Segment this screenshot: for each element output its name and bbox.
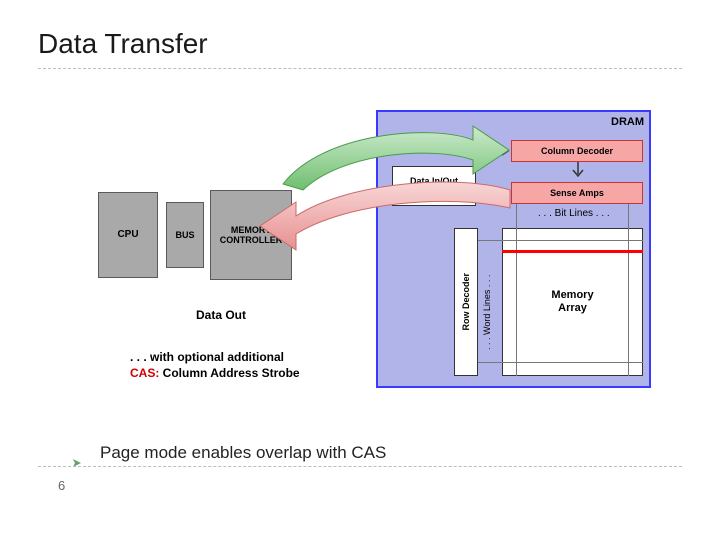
array-hline-1 <box>502 240 643 241</box>
row-decoder-label: Row Decoder <box>461 273 471 331</box>
bitline-2 <box>628 204 629 228</box>
red-arrow <box>228 172 518 242</box>
coldec-to-sense-arrow <box>568 162 588 182</box>
cas-line: CAS: Column Address Strobe <box>130 366 300 380</box>
row-decoder-block: Row Decoder <box>454 228 478 376</box>
slide-caption: Page mode enables overlap with CAS <box>100 443 386 463</box>
title-divider <box>38 68 682 69</box>
bus-block: BUS <box>166 202 204 268</box>
bit-lines-label: . . . Bit Lines . . . <box>538 208 610 219</box>
page-number: 6 <box>58 478 65 493</box>
column-decoder-block: Column Decoder <box>511 140 643 162</box>
column-decoder-label: Column Decoder <box>541 146 613 156</box>
array-hline-2 <box>502 362 643 363</box>
sense-amps-block: Sense Amps <box>511 182 643 204</box>
dram-diagram: CPU BUS MEMORY CONTROLLER DRAM Column De… <box>98 110 653 420</box>
cpu-label: CPU <box>117 229 138 241</box>
data-out-label: Data Out <box>196 308 246 322</box>
dram-label: DRAM <box>611 116 644 128</box>
wordline-2 <box>478 362 502 363</box>
array-red-row <box>502 250 643 253</box>
caption-divider <box>38 466 682 467</box>
cas-red: CAS: <box>130 366 159 380</box>
bus-label: BUS <box>175 230 194 240</box>
cas-rest: Column Address Strobe <box>159 366 299 380</box>
word-lines-label: . . . Word Lines . . . <box>482 275 492 350</box>
sense-amps-label: Sense Amps <box>550 188 604 198</box>
cpu-block: CPU <box>98 192 158 278</box>
memory-array-label: Memory Array <box>551 289 593 314</box>
page-title: Data Transfer <box>38 28 208 60</box>
optional-text: . . . with optional additional <box>130 350 284 364</box>
